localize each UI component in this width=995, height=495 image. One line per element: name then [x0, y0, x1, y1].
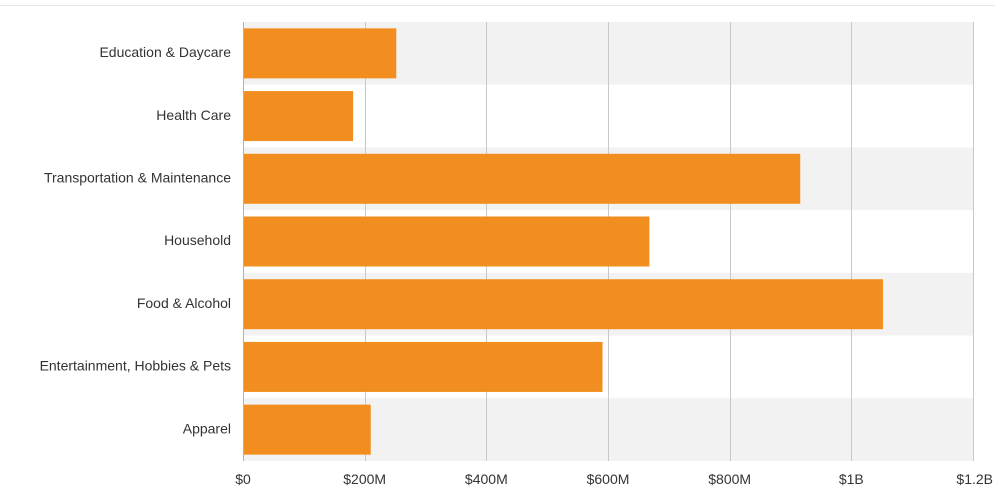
- bar-household[interactable]: [243, 216, 650, 267]
- category-label: Apparel: [183, 420, 231, 436]
- x-tick-label: $0: [235, 471, 251, 487]
- category-label: Education & Daycare: [99, 44, 231, 60]
- x-tick-label: $800M: [708, 471, 751, 487]
- x-tick-label: $400M: [465, 471, 508, 487]
- category-label: Household: [164, 232, 231, 248]
- x-tick-label: $1.2B: [956, 471, 993, 487]
- bar-transportation-and-maintenance[interactable]: [243, 153, 801, 204]
- bars: [243, 28, 883, 455]
- category-label: Entertainment, Hobbies & Pets: [40, 358, 231, 374]
- category-label: Health Care: [156, 107, 231, 123]
- x-tick-label: $200M: [343, 471, 386, 487]
- bar-food-and-alcohol[interactable]: [243, 279, 883, 330]
- bar-health-care[interactable]: [243, 91, 354, 142]
- bar-education-and-daycare[interactable]: [243, 28, 397, 79]
- category-label: Food & Alcohol: [137, 295, 231, 311]
- x-tick-labels: $0 $200M $400M $600M $800M $1B $1.2B: [235, 471, 993, 487]
- x-tick-label: $1B: [839, 471, 864, 487]
- category-labels: Education & Daycare Health Care Transporta…: [40, 44, 232, 436]
- x-tick-label: $600M: [587, 471, 630, 487]
- category-label: Transportation & Maintenance: [44, 169, 231, 185]
- bar-apparel[interactable]: [243, 404, 371, 455]
- bar-entertainment-hobbies-and-pets[interactable]: [243, 341, 603, 392]
